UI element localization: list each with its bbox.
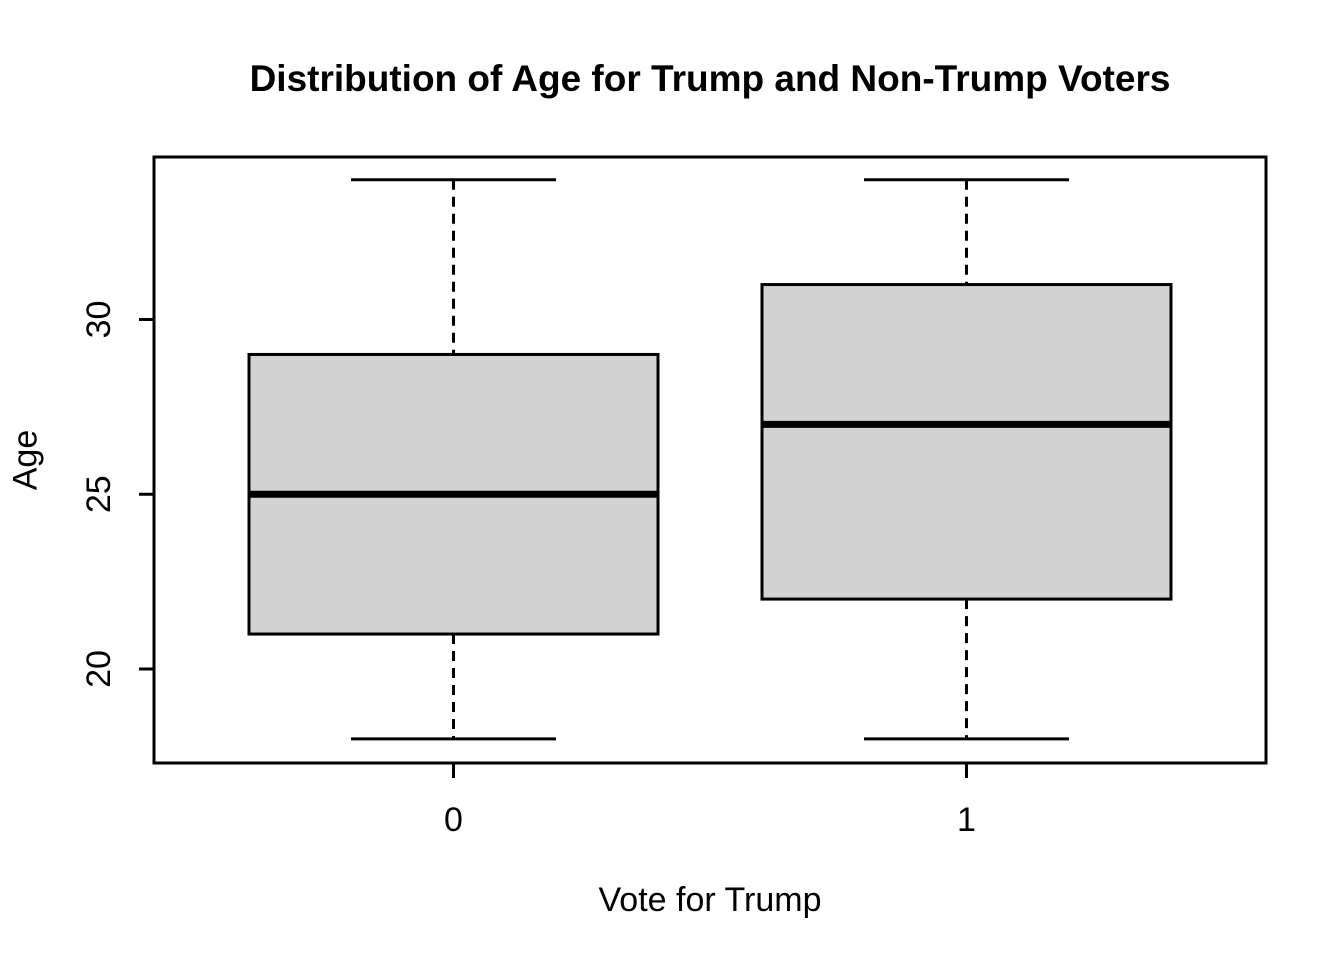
chart-title: Distribution of Age for Trump and Non-Tr…	[249, 58, 1171, 99]
x-tick-label-0: 0	[444, 801, 463, 839]
y-axis-label: Age	[6, 429, 45, 491]
y-tick-label-20: 20	[80, 650, 118, 688]
y-tick-label-30: 30	[80, 301, 118, 339]
y-tick-label-25: 25	[80, 475, 118, 513]
x-axis-label: Vote for Trump	[598, 881, 822, 919]
iqr-box-1	[760, 283, 1173, 601]
plot-frame	[152, 155, 1268, 765]
x-tick-label-1: 1	[957, 801, 976, 839]
